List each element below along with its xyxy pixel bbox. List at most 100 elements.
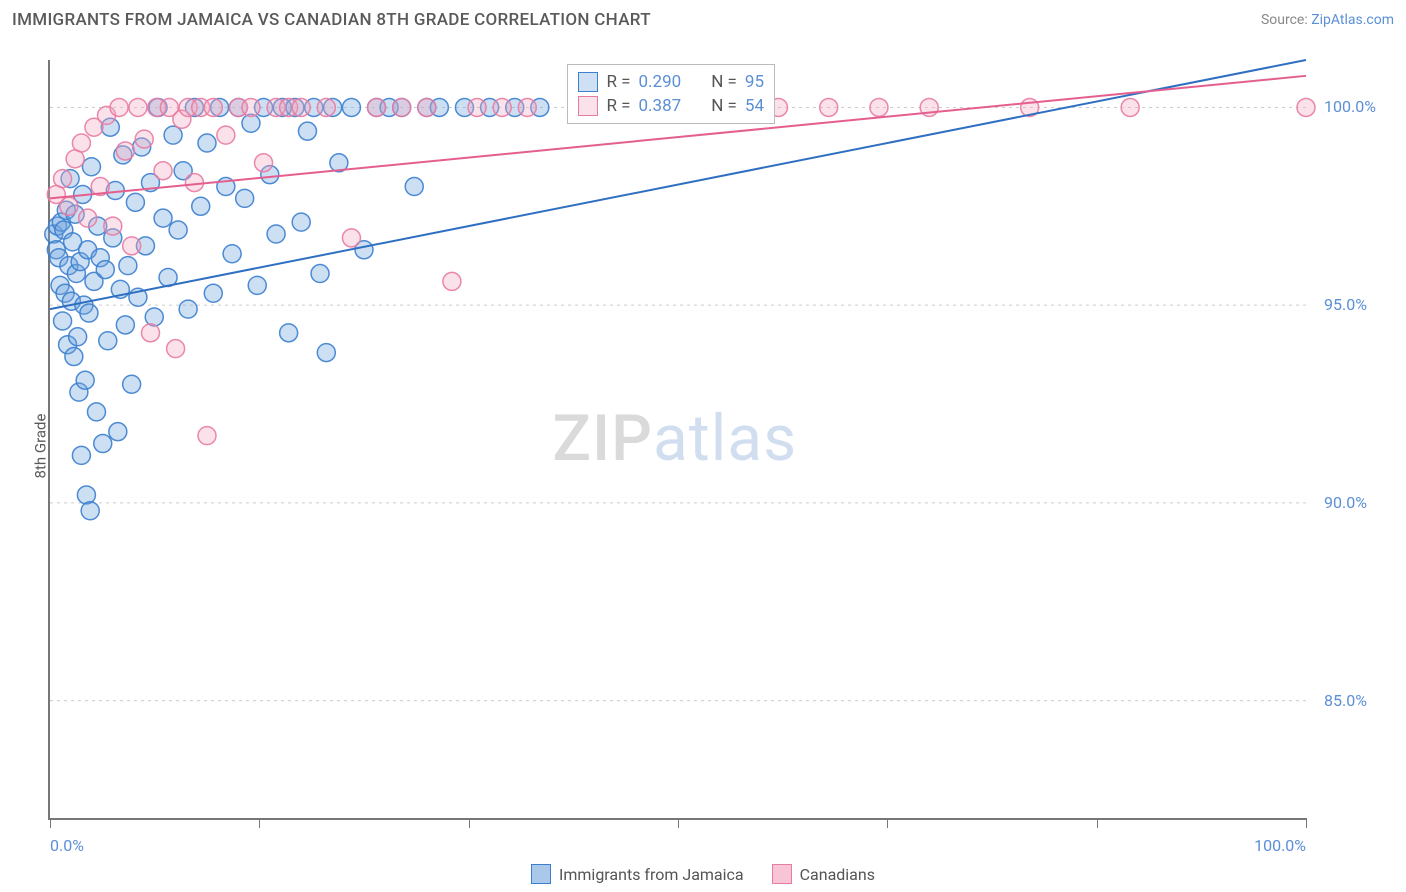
source-label: Source: ZipAtlas.com (1261, 12, 1394, 28)
scatter-point (72, 134, 90, 152)
scatter-point (217, 126, 235, 144)
series-swatch (578, 72, 598, 92)
x-tick (887, 818, 888, 828)
scatter-point (154, 209, 172, 227)
scatter-point (267, 225, 285, 243)
legend-item: Canadians (772, 864, 875, 884)
scatter-point (342, 229, 360, 247)
scatter-point (198, 427, 216, 445)
scatter-point (1297, 98, 1315, 116)
legend-swatch (772, 864, 792, 884)
scatter-point (185, 174, 203, 192)
scatter-point (167, 340, 185, 358)
y-tick-label: 100.0% (1324, 97, 1376, 116)
scatter-point (393, 98, 411, 116)
scatter-point (204, 98, 222, 116)
scatter-point (468, 98, 486, 116)
scatter-point (54, 170, 72, 188)
scatter-point (126, 193, 144, 211)
legend-label: Canadians (800, 865, 875, 884)
scatter-point (82, 158, 100, 176)
stats-row: R = 0.387N = 54 (578, 94, 764, 118)
scatter-point (135, 130, 153, 148)
x-tick (469, 818, 470, 828)
scatter-point (292, 213, 310, 231)
header: IMMIGRANTS FROM JAMAICA VS CANADIAN 8TH … (12, 10, 1394, 30)
stat-n-value: 95 (745, 72, 764, 92)
scatter-point (60, 197, 78, 215)
scatter-point (317, 344, 335, 362)
scatter-point (418, 98, 436, 116)
scatter-point (123, 237, 141, 255)
scatter-point (248, 276, 266, 294)
stat-r-label: R = (606, 72, 630, 92)
stat-n-label: N = (711, 96, 737, 116)
scatter-point (255, 154, 273, 172)
scatter-point (141, 324, 159, 342)
bottom-legend: Immigrants from Jamaica Canadians (0, 864, 1406, 884)
scatter-point (99, 332, 117, 350)
legend-item: Immigrants from Jamaica (531, 864, 744, 884)
scatter-point (79, 209, 97, 227)
scatter-point (870, 98, 888, 116)
scatter-point (81, 502, 99, 520)
scatter-point (80, 304, 98, 322)
y-tick-label: 85.0% (1324, 691, 1367, 710)
scatter-point (368, 98, 386, 116)
scatter-point (116, 316, 134, 334)
series-swatch (578, 96, 598, 116)
y-axis-label: 8th Grade (31, 414, 49, 479)
scatter-point (236, 189, 254, 207)
scatter-point (820, 98, 838, 116)
scatter-point (493, 98, 511, 116)
plot-area: 100.0%95.0%90.0%85.0% 0.0%100.0% R = 0.2… (48, 60, 1306, 820)
scatter-point (110, 98, 128, 116)
scatter-point (69, 328, 87, 346)
scatter-point (116, 142, 134, 160)
stat-n-label: N = (711, 72, 737, 92)
x-tick-label: 0.0% (50, 836, 84, 855)
scatter-point (179, 300, 197, 318)
scatter-point (1121, 98, 1139, 116)
scatter-chart (50, 60, 1306, 818)
scatter-point (129, 98, 147, 116)
stat-r-value: 0.387 (639, 96, 682, 116)
scatter-point (242, 98, 260, 116)
scatter-point (164, 126, 182, 144)
scatter-point (154, 162, 172, 180)
stat-r-value: 0.290 (639, 72, 682, 92)
scatter-point (192, 197, 210, 215)
scatter-point (119, 257, 137, 275)
scatter-point (311, 265, 329, 283)
legend-label: Immigrants from Jamaica (559, 865, 744, 884)
x-tick-label: 100.0% (1254, 836, 1306, 855)
scatter-point (104, 217, 122, 235)
scatter-point (280, 324, 298, 342)
stats-legend-box: R = 0.290 N = 95R = 0.387 N = 54 (567, 64, 775, 124)
scatter-point (317, 98, 335, 116)
scatter-point (123, 375, 141, 393)
y-tick-label: 95.0% (1324, 295, 1367, 314)
scatter-point (443, 272, 461, 290)
scatter-point (145, 308, 163, 326)
scatter-point (518, 98, 536, 116)
scatter-point (65, 348, 83, 366)
scatter-point (298, 122, 316, 140)
scatter-point (77, 486, 95, 504)
scatter-point (94, 435, 112, 453)
stat-n-value: 54 (745, 96, 764, 116)
legend-swatch (531, 864, 551, 884)
scatter-point (54, 312, 72, 330)
scatter-point (72, 446, 90, 464)
y-tick-label: 90.0% (1324, 493, 1367, 512)
stats-row: R = 0.290 N = 95 (578, 70, 764, 94)
scatter-point (342, 98, 360, 116)
x-tick (1306, 818, 1307, 828)
source-link[interactable]: ZipAtlas.com (1311, 12, 1394, 28)
scatter-point (109, 423, 127, 441)
scatter-point (198, 134, 216, 152)
scatter-point (292, 98, 310, 116)
scatter-point (223, 245, 241, 263)
scatter-point (169, 221, 187, 239)
source-prefix: Source: (1261, 12, 1311, 28)
